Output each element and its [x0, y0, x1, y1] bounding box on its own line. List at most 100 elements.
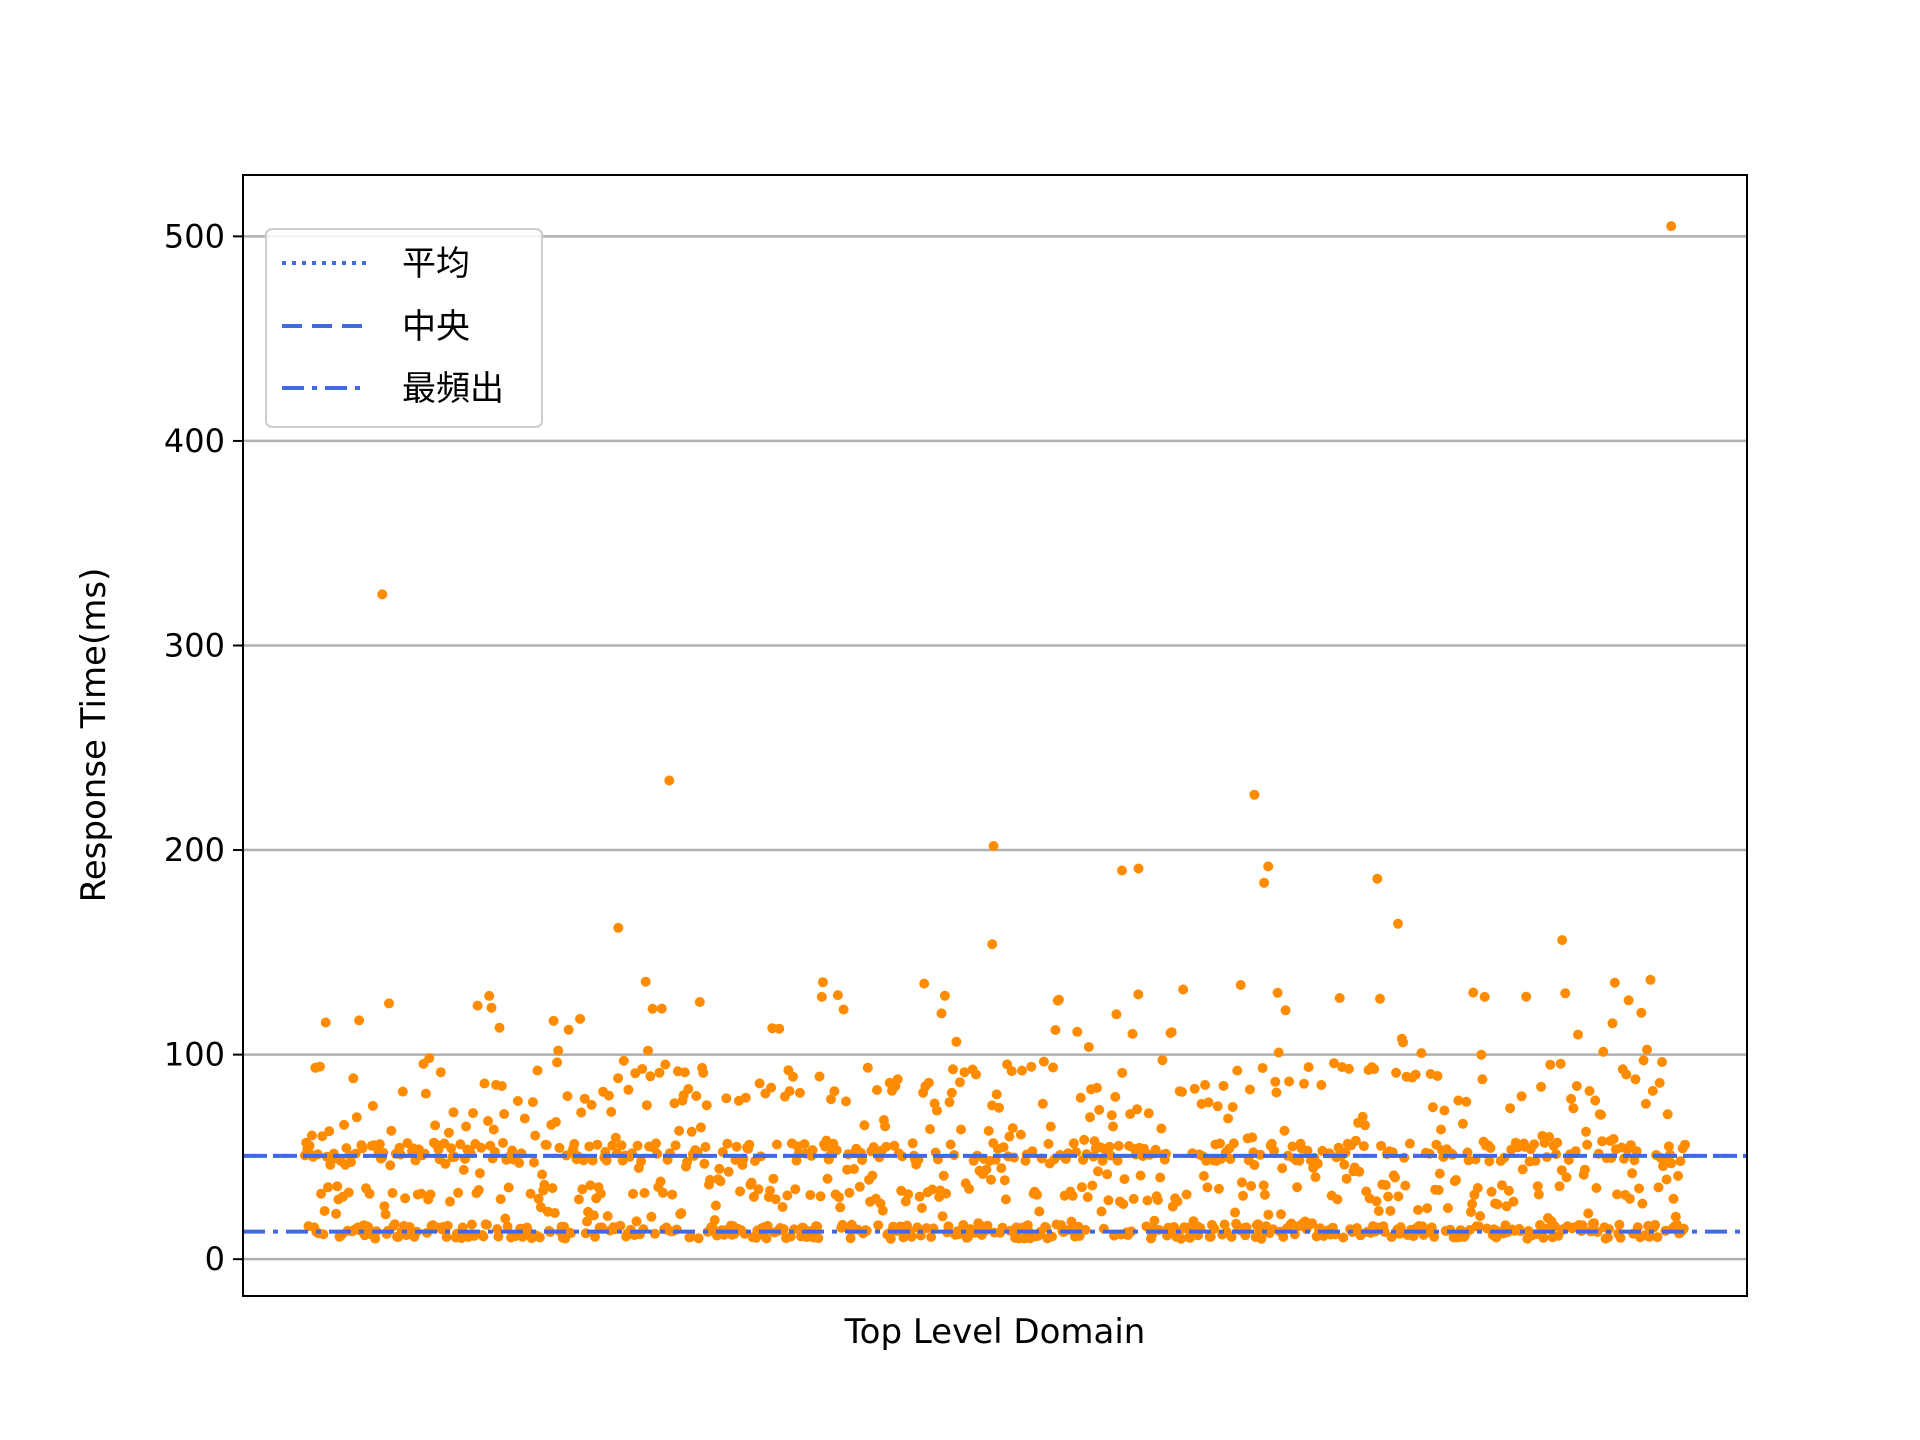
data-point [1343, 1063, 1354, 1074]
data-point [1503, 1185, 1514, 1196]
data-point [442, 1220, 453, 1231]
data-point [867, 1170, 878, 1181]
data-point [548, 1015, 559, 1026]
data-point [794, 1087, 805, 1098]
data-point [1627, 1168, 1638, 1179]
data-point [667, 1189, 678, 1200]
data-point [341, 1143, 352, 1154]
data-point [563, 1024, 574, 1035]
data-point [986, 1174, 996, 1185]
data-point [476, 1142, 487, 1153]
data-point [1075, 1092, 1086, 1103]
data-point [1350, 1135, 1361, 1146]
data-point [1133, 989, 1144, 1000]
data-point [1410, 1069, 1421, 1080]
data-point [919, 978, 930, 989]
data-point [1177, 1086, 1187, 1097]
data-point [552, 1057, 563, 1068]
data-point [1218, 1080, 1229, 1091]
data-point [1257, 1063, 1268, 1073]
data-point [683, 1084, 694, 1094]
data-point [765, 1185, 775, 1196]
data-point [981, 1164, 992, 1175]
data-point [1278, 1231, 1289, 1242]
data-point [1598, 1046, 1609, 1057]
data-point [1657, 1057, 1667, 1067]
data-point [1486, 1186, 1497, 1197]
data-point [1436, 1124, 1446, 1135]
data-point [1369, 1064, 1380, 1075]
data-point [1259, 1189, 1270, 1200]
data-point [389, 1219, 400, 1230]
data-point [1637, 1198, 1648, 1209]
data-point [1663, 1141, 1674, 1152]
data-point [1093, 1166, 1103, 1177]
data-point [877, 1205, 888, 1216]
data-point [1249, 1160, 1260, 1170]
data-point [1634, 1183, 1644, 1194]
data-point [1386, 1232, 1397, 1242]
data-point [645, 1071, 656, 1082]
data-point [481, 1219, 492, 1230]
data-point [1416, 1048, 1427, 1059]
data-point [1590, 1095, 1601, 1106]
data-point [1133, 863, 1144, 874]
data-point [693, 1233, 704, 1244]
data-point [533, 1193, 544, 1204]
data-point [1375, 993, 1385, 1004]
data-point [1238, 1190, 1248, 1201]
data-point [1310, 1172, 1321, 1183]
data-point [841, 1096, 851, 1107]
data-point [1609, 977, 1620, 988]
data-point [1104, 1141, 1115, 1152]
data-point [455, 1139, 466, 1150]
data-points [300, 221, 1690, 1244]
data-point [1584, 1086, 1595, 1096]
data-point [1050, 1025, 1061, 1035]
data-point [907, 1138, 918, 1149]
data-point [603, 1090, 614, 1101]
data-point [618, 1055, 629, 1066]
data-point [370, 1233, 381, 1244]
data-point [1468, 987, 1479, 998]
data-point [351, 1112, 362, 1123]
data-point [1332, 1194, 1343, 1205]
data-point [1680, 1139, 1690, 1150]
data-point [1272, 987, 1283, 998]
data-point [1302, 1145, 1313, 1156]
data-point [1292, 1182, 1303, 1193]
data-point [1083, 1042, 1094, 1052]
y-tick-label: 400 [164, 422, 225, 460]
data-point [943, 1221, 954, 1232]
data-point [777, 1202, 788, 1212]
data-point [1529, 1139, 1540, 1150]
data-point [1596, 1109, 1606, 1120]
y-tick-label: 0 [205, 1240, 225, 1278]
data-point [1521, 991, 1532, 1002]
x-axis-label: Top Level Domain [844, 1312, 1146, 1352]
data-point [1433, 1185, 1444, 1195]
data-point [1232, 1065, 1243, 1076]
data-point [1096, 1206, 1107, 1217]
data-point [1269, 1145, 1280, 1156]
data-point [1554, 1181, 1565, 1192]
legend: 平均 中央 最頻出 [265, 228, 543, 428]
data-point [1230, 1207, 1240, 1218]
data-point [1043, 1138, 1054, 1149]
data-point [1390, 1172, 1400, 1183]
data-point [1391, 1067, 1402, 1078]
data-point [1451, 1175, 1461, 1185]
data-point [602, 1211, 613, 1222]
data-point [1630, 1074, 1641, 1085]
data-point [1577, 1220, 1588, 1231]
data-point [790, 1184, 801, 1195]
data-point [959, 1067, 970, 1078]
data-point [1152, 1195, 1163, 1205]
data-point [1675, 1156, 1686, 1167]
data-point [1026, 1061, 1037, 1072]
data-point [1653, 1182, 1664, 1193]
data-point [1429, 1231, 1440, 1242]
data-point [941, 1188, 952, 1199]
data-point [575, 1013, 586, 1024]
data-point [592, 1139, 603, 1150]
